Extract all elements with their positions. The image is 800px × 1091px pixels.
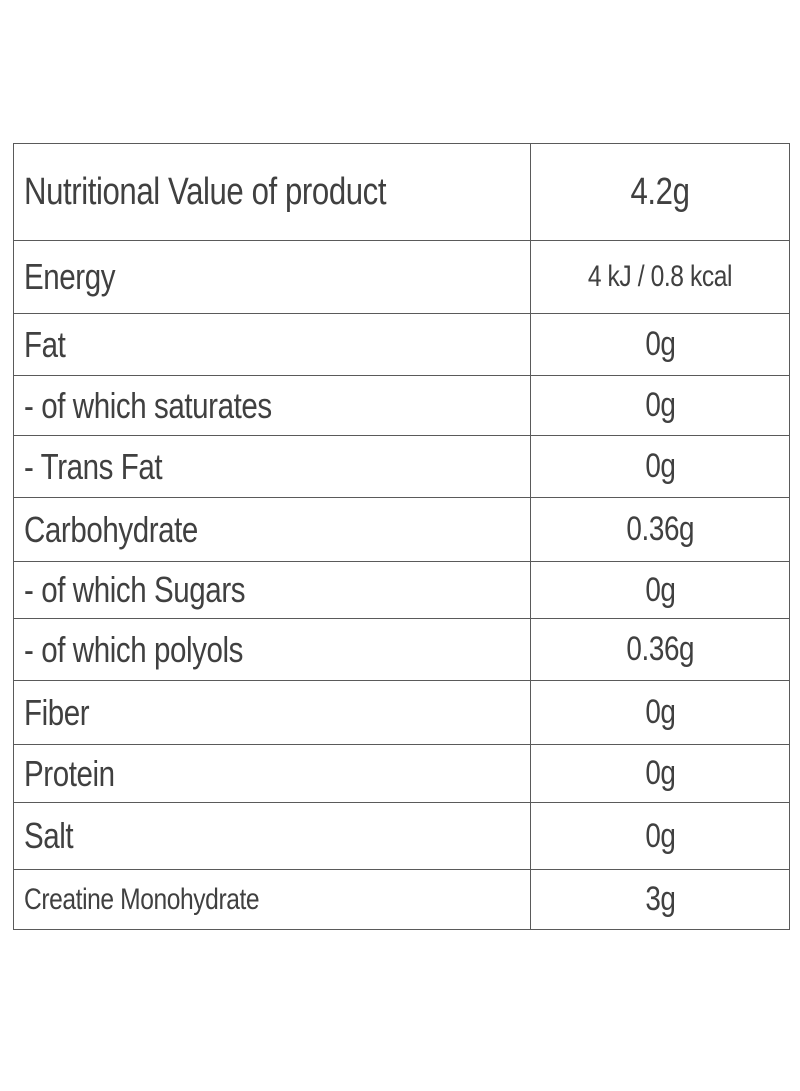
table-row-creatine: Creatine Monohydrate 3g bbox=[14, 870, 789, 929]
row-label: - of which Sugars bbox=[14, 562, 531, 618]
row-value: 0.36g bbox=[626, 630, 694, 668]
row-value: 0g bbox=[644, 570, 676, 609]
table-row-fat: Fat 0g bbox=[14, 314, 789, 376]
table-row-carbohydrate: Carbohydrate 0.36g bbox=[14, 498, 789, 562]
row-label: - of which saturates bbox=[14, 376, 531, 435]
row-value: 0g bbox=[644, 386, 676, 424]
row-label: Fiber bbox=[14, 681, 531, 744]
row-value: 0g bbox=[644, 754, 676, 792]
row-value: 3g bbox=[644, 880, 676, 918]
row-value: 0g bbox=[644, 447, 676, 485]
table-row-energy: Energy 4 kJ / 0.8 kcal bbox=[14, 241, 789, 314]
table-row-sugars: - of which Sugars 0g bbox=[14, 562, 789, 619]
row-label: - of which polyols bbox=[14, 619, 531, 680]
row-value: 4 kJ / 0.8 kcal bbox=[587, 260, 733, 293]
nutrition-table: Nutritional Value of product 4.2g Energy… bbox=[13, 143, 790, 930]
row-value: 0.36g bbox=[626, 510, 694, 548]
row-label: Protein bbox=[14, 745, 531, 802]
table-row-trans-fat: - Trans Fat 0g bbox=[14, 436, 789, 498]
row-value: 0g bbox=[644, 816, 676, 855]
table-row-fiber: Fiber 0g bbox=[14, 681, 789, 745]
row-label: Energy bbox=[14, 241, 531, 313]
row-label: - Trans Fat bbox=[14, 436, 531, 497]
table-row-saturates: - of which saturates 0g bbox=[14, 376, 789, 436]
row-value: 0g bbox=[644, 693, 676, 731]
row-label: Fat bbox=[14, 314, 531, 375]
table-row-salt: Salt 0g bbox=[14, 803, 789, 870]
row-label: Carbohydrate bbox=[14, 498, 531, 561]
header-value: 4.2g bbox=[630, 170, 690, 213]
table-row-polyols: - of which polyols 0.36g bbox=[14, 619, 789, 681]
table-row-protein: Protein 0g bbox=[14, 745, 789, 803]
row-label: Salt bbox=[14, 803, 531, 869]
row-value: 0g bbox=[644, 325, 676, 363]
header-label: Nutritional Value of product bbox=[14, 144, 531, 240]
table-header-row: Nutritional Value of product 4.2g bbox=[14, 144, 789, 241]
row-label: Creatine Monohydrate bbox=[14, 870, 531, 929]
